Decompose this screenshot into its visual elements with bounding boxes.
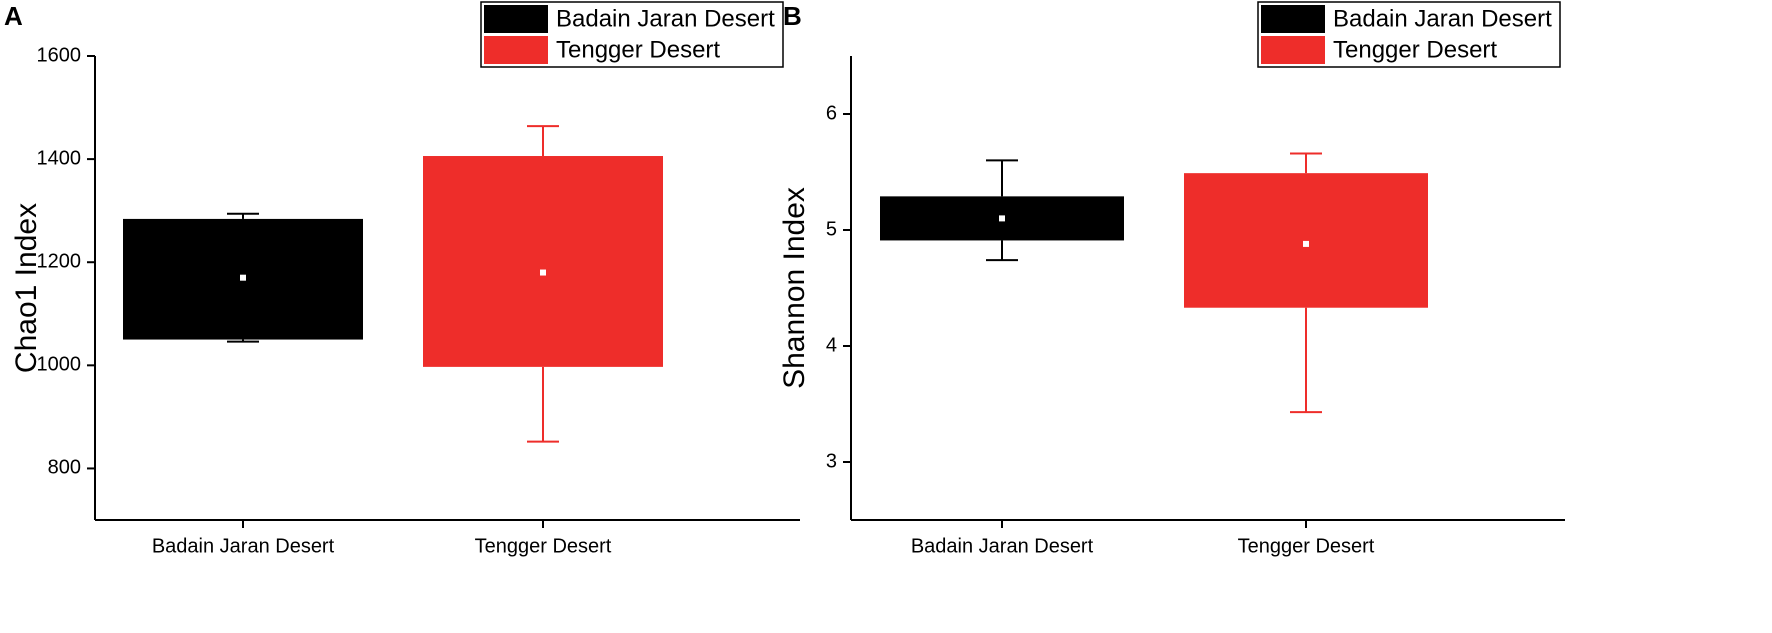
legend-label: Tengger Desert <box>1333 36 1497 63</box>
legend-swatch <box>1261 5 1325 33</box>
y-axis-label: Shannon Index <box>778 187 811 389</box>
y-tick-label: 800 <box>48 457 81 479</box>
panel-label: A <box>4 1 23 31</box>
mean-marker <box>1303 240 1309 247</box>
x-tick-label: Tengger Desert <box>475 535 612 557</box>
y-tick-label: 5 <box>826 218 837 240</box>
legend-swatch <box>484 5 548 33</box>
panel-label: B <box>783 1 802 31</box>
mean-marker <box>999 215 1005 222</box>
y-tick-label: 1400 <box>37 147 82 169</box>
legend-swatch <box>1261 36 1325 64</box>
x-tick-label: Badain Jaran Desert <box>152 535 335 557</box>
y-tick-label: 1200 <box>37 251 82 273</box>
legend-frame <box>480 1 784 68</box>
x-tick-label: Tengger Desert <box>1238 535 1375 557</box>
y-tick-label: 1000 <box>37 354 82 376</box>
y-tick-label: 1600 <box>37 44 82 66</box>
legend-frame <box>1257 1 1561 68</box>
mean-marker <box>540 269 546 276</box>
y-tick-label: 6 <box>826 102 837 124</box>
y-tick-label: 4 <box>826 334 837 356</box>
box <box>1184 173 1428 308</box>
legend-label: Badain Jaran Desert <box>556 5 775 32</box>
mean-marker <box>240 274 246 281</box>
y-tick-label: 3 <box>826 450 837 472</box>
legend-swatch <box>484 36 548 64</box>
legend-label: Tengger Desert <box>556 36 720 63</box>
box <box>423 156 663 367</box>
legend-label: Badain Jaran Desert <box>1333 5 1552 32</box>
y-axis-label: Chao1 Index <box>10 203 43 373</box>
x-tick-label: Badain Jaran Desert <box>911 535 1094 557</box>
